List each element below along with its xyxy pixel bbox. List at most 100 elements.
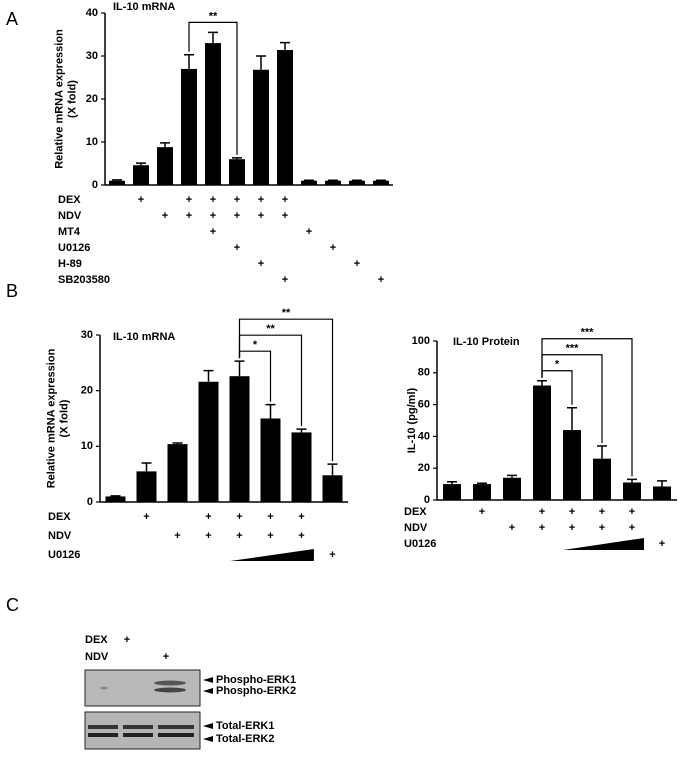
treatment-label: NDV [85,651,109,663]
y-tick-label: 20 [81,385,93,397]
y-tick-label: 80 [418,367,430,379]
treatment-mark: + [629,506,635,518]
significance-label: ** [209,10,218,22]
treatment-mark: + [234,210,240,222]
significance-label: * [253,339,258,351]
treatment-mark: + [258,210,264,222]
bar [229,376,250,502]
y-tick-label: 30 [81,329,93,341]
treatment-mark: + [629,522,635,534]
bar [133,165,149,185]
error-bar [507,474,517,478]
treatment-mark: + [210,194,216,206]
significance-label: ** [282,307,291,319]
bar [373,180,389,185]
blot-panel [84,711,201,750]
treatment-mark: + [258,258,264,270]
error-bar [256,55,266,70]
significance-label: *** [566,343,580,355]
treatment-mark: + [354,258,360,270]
band-label: Phospho-ERK1 [216,674,296,686]
bar [473,484,491,500]
y-tick-label: 0 [92,179,98,191]
error-bar [567,407,577,431]
y-tick-label: 100 [412,335,430,347]
bar [167,444,188,502]
treatment-mark: + [234,242,240,254]
bar [593,458,611,500]
treatment-label: DEX [48,511,71,523]
treatment-mark: + [210,226,216,238]
treatment-mark: + [174,530,180,542]
treatment-mark: + [282,194,288,206]
treatment-mark: + [186,210,192,222]
bar [105,496,126,502]
bar [260,418,281,502]
error-bar [172,442,183,445]
error-bar [657,480,667,487]
y-axis-label: (X fold) [58,399,70,437]
treatment-mark: + [330,242,336,254]
treatment-label: U0126 [404,538,436,550]
bar [563,430,581,500]
y-tick-label: 20 [418,462,430,474]
y-tick-label: 10 [81,440,93,452]
y-tick-label: 0 [87,496,93,508]
treatment-mark: + [143,511,149,523]
treatment-mark: + [210,210,216,222]
treatment-label: NDV [404,522,428,534]
treatment-mark: + [282,210,288,222]
y-axis-label: IL-10 (pg/ml) [406,387,418,453]
treatment-mark: + [298,530,304,542]
bar [322,475,343,502]
chart-title: IL-10 Protein [453,336,520,348]
blot-band [88,733,118,737]
blot-band [154,680,186,686]
error-bar [627,478,637,483]
bar [157,147,173,185]
error-bar [597,445,607,459]
treatment-label: DEX [404,506,427,518]
band-label: Phospho-ERK2 [216,685,296,697]
panel-label: C [6,595,19,615]
treatment-mark: + [539,506,545,518]
treatment-label: NDV [58,210,82,222]
error-bar [160,142,170,148]
bar [181,68,197,185]
error-bar [327,463,338,476]
treatment-mark: + [599,506,605,518]
treatment-label: H-89 [58,258,82,270]
error-bar [537,380,547,386]
error-bar [234,360,245,377]
error-bar [296,428,307,433]
bar [291,432,312,502]
y-axis-label: Relative mRNA expression [45,348,57,488]
treatment-mark: + [306,226,312,238]
treatment-mark: + [659,538,665,550]
y-tick-label: 30 [86,50,98,62]
bar [623,482,641,500]
blot-band [158,725,194,729]
treatment-mark: + [138,194,144,206]
treatment-mark: + [569,522,575,534]
error-bar [141,462,152,472]
blot-band [100,686,108,690]
treatment-mark: + [479,506,485,518]
panel-label: B [6,281,18,301]
arrowhead [203,736,213,742]
bar [301,180,317,185]
error-bar [280,41,290,50]
arrowhead [203,688,213,694]
treatment-mark: + [205,530,211,542]
treatment-mark: + [539,522,545,534]
y-tick-label: 20 [86,93,98,105]
treatment-mark: + [258,194,264,206]
error-bar [112,179,122,181]
error-bar [232,157,242,160]
error-bar [110,495,121,497]
significance-label: *** [581,327,595,339]
treatment-mark: + [163,651,169,663]
y-tick-label: 0 [424,494,430,506]
treatment-mark: + [282,274,288,286]
